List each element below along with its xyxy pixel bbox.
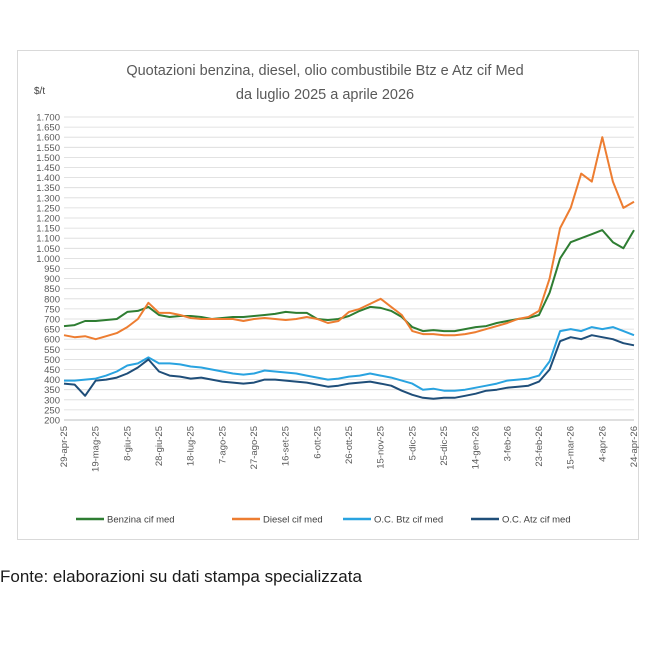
series-line — [63, 229, 635, 333]
y-tick-label: 700 — [44, 315, 60, 326]
y-tick-label: 1.500 — [36, 153, 60, 164]
y-tick-label: 1.100 — [36, 234, 60, 245]
y-tick-label: 850 — [44, 284, 60, 295]
x-tick-label: 7-ago-25 — [217, 426, 228, 464]
x-tick-label: 26-ott-25 — [344, 426, 355, 464]
chart-title: Quotazioni benzina, diesel, olio combust… — [126, 63, 524, 79]
x-tick-label: 27-ago-25 — [249, 426, 260, 469]
y-tick-label: 800 — [44, 294, 60, 305]
legend-label: O.C. Atz cif med — [502, 515, 571, 526]
y-tick-label: 1.450 — [36, 163, 60, 174]
x-tick-label: 24-apr-26 — [629, 426, 640, 467]
y-tick-label: 250 — [44, 405, 60, 416]
chart-frame — [17, 50, 639, 540]
y-tick-label: 1.550 — [36, 143, 60, 154]
source-note: Fonte: elaborazioni su dati stampa speci… — [0, 567, 362, 586]
y-tick-label: 1.050 — [36, 244, 60, 255]
legend-label: O.C. Btz cif med — [374, 515, 443, 526]
y-tick-label: 1.700 — [36, 113, 60, 124]
x-tick-label: 15-mar-26 — [566, 426, 577, 470]
y-tick-label: 1.600 — [36, 133, 60, 144]
y-tick-label: 1.200 — [36, 214, 60, 225]
series-line — [63, 136, 635, 341]
x-tick-label: 14-gen-26 — [471, 426, 482, 469]
y-tick-label: 1.000 — [36, 254, 60, 265]
y-tick-label: 1.300 — [36, 193, 60, 204]
y-tick-label: 450 — [44, 365, 60, 376]
x-tick-label: 8-giu-25 — [122, 426, 133, 461]
y-tick-label: 950 — [44, 264, 60, 275]
y-tick-label: 350 — [44, 385, 60, 396]
x-tick-label: 5-dic-25 — [407, 426, 418, 460]
y-tick-label: 1.400 — [36, 173, 60, 184]
series-line — [64, 326, 635, 392]
y-tick-label: 400 — [44, 375, 60, 386]
chart-subtitle: da luglio 2025 a aprile 2026 — [235, 87, 415, 103]
y-tick-label: 900 — [44, 274, 60, 285]
y-tick-label: 600 — [44, 335, 60, 346]
x-tick-label: 19-mag-25 — [91, 426, 102, 472]
y-tick-label: 550 — [44, 345, 60, 356]
legend-label: Diesel cif med — [263, 515, 323, 526]
y-tick-label: 300 — [44, 395, 60, 406]
y-tick-label: 1.250 — [36, 203, 60, 214]
x-tick-label: 23-feb-26 — [534, 426, 545, 467]
y-tick-label: 750 — [44, 304, 60, 315]
x-tick-label: 15-nov-25 — [376, 426, 387, 469]
x-tick-label: 16-set-25 — [281, 426, 292, 466]
series-line — [63, 334, 635, 400]
y-tick-label: 1.650 — [36, 123, 60, 134]
x-tick-label: 4-apr-26 — [597, 426, 608, 462]
y-tick-label: 1.350 — [36, 183, 60, 194]
y-tick-label: 500 — [44, 355, 60, 366]
x-tick-label: 6-ott-25 — [312, 426, 323, 459]
x-tick-label: 28-giu-25 — [154, 426, 165, 466]
x-tick-label: 3-feb-26 — [502, 426, 513, 461]
x-tick-label: 29-apr-25 — [59, 426, 70, 467]
y-axis-unit-label: $/t — [34, 86, 46, 97]
y-tick-label: 200 — [44, 416, 60, 427]
x-tick-label: 25-dic-25 — [439, 426, 450, 466]
x-tick-label: 18-lug-25 — [186, 426, 197, 466]
legend-label: Benzina cif med — [107, 515, 175, 526]
y-tick-label: 650 — [44, 325, 60, 336]
y-tick-label: 1.150 — [36, 224, 60, 235]
